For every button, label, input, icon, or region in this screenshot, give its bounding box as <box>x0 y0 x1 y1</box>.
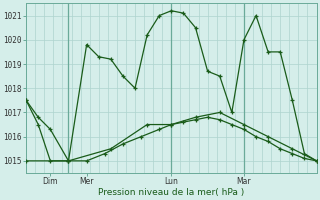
X-axis label: Pression niveau de la mer( hPa ): Pression niveau de la mer( hPa ) <box>98 188 244 197</box>
